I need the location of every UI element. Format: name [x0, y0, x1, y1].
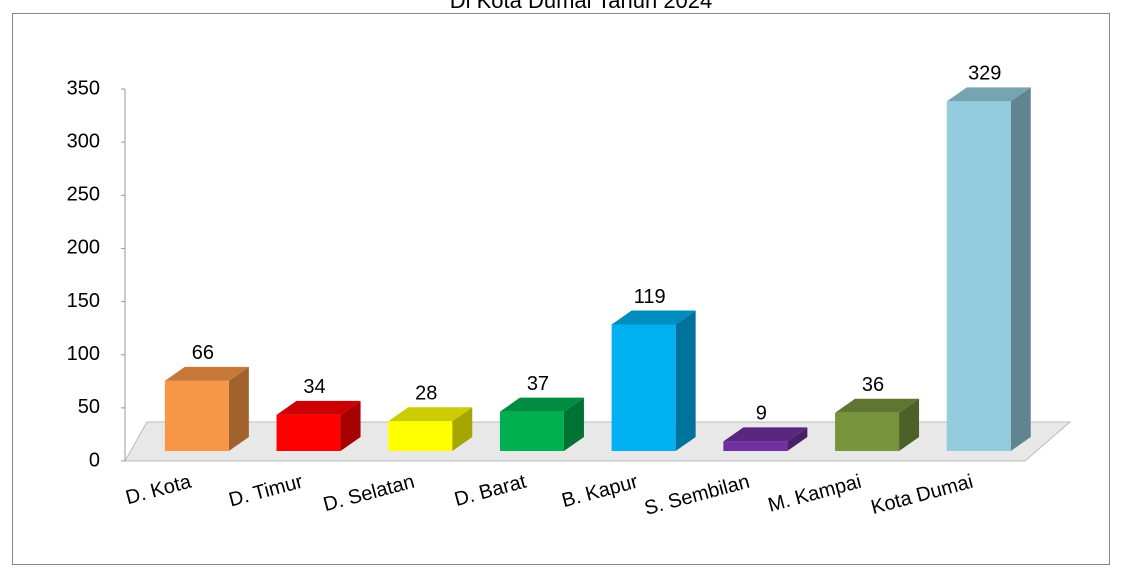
bar-front [723, 441, 788, 451]
value-label: 329 [968, 63, 1001, 85]
bar-top [388, 407, 473, 422]
bar [611, 310, 696, 451]
bar-side [675, 310, 696, 451]
value-label: 36 [862, 374, 884, 396]
y-tick-label: 150 [67, 290, 100, 312]
bar [946, 87, 1031, 451]
bar [388, 407, 473, 451]
bar [276, 400, 361, 451]
value-label: 28 [415, 383, 437, 405]
bar-front [611, 324, 676, 451]
bar-front [164, 380, 229, 451]
bar-side [340, 400, 361, 451]
bar-side [452, 407, 473, 451]
bar [499, 397, 584, 451]
bar-front [835, 412, 900, 451]
bar-top [835, 398, 920, 413]
bar-side [228, 366, 249, 451]
chart-title: Di Kota Dumai Tahun 2024 [450, 0, 713, 13]
bar-front [388, 421, 453, 451]
value-label: 9 [756, 403, 767, 425]
value-label: 37 [527, 373, 549, 395]
bar-top [723, 427, 808, 442]
y-tick-label: 100 [67, 343, 100, 365]
y-tick-label: 200 [67, 237, 100, 259]
bar [835, 398, 920, 451]
bar-side [787, 427, 808, 451]
y-tick-label: 250 [67, 184, 100, 206]
y-tick-label: 50 [78, 396, 100, 418]
y-tick-label: 0 [89, 449, 100, 471]
value-label: 34 [303, 376, 325, 398]
bar-front [276, 414, 341, 451]
bar-top [276, 400, 361, 415]
floor [124, 421, 1072, 462]
bar-front [946, 101, 1011, 451]
bar [164, 366, 249, 451]
y-tick-label: 350 [67, 77, 100, 99]
bar-front [499, 411, 564, 451]
value-label: 119 [634, 286, 666, 308]
value-label: 66 [192, 342, 214, 364]
chart-border [12, 13, 1110, 565]
bar-top [611, 310, 696, 325]
y-tick-label: 300 [67, 130, 100, 152]
bar-top [946, 87, 1031, 102]
bar-top [164, 366, 249, 381]
bar-side [1010, 87, 1031, 451]
bar-top [499, 397, 584, 412]
bar-side [563, 397, 584, 451]
bar [723, 427, 808, 451]
bar-side [899, 398, 920, 451]
